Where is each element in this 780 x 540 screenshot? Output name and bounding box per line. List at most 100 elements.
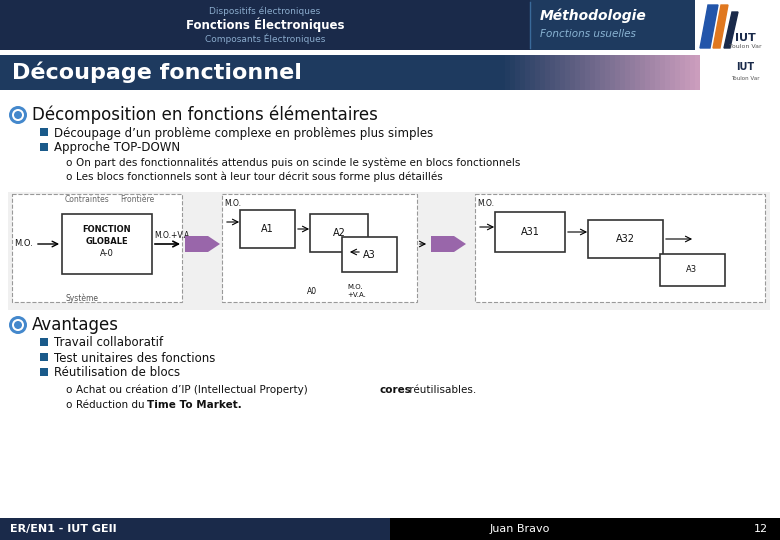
Text: Approche TOP-DOWN: Approche TOP-DOWN [54,141,180,154]
Text: Dispositifs électroniques: Dispositifs électroniques [209,6,321,16]
Text: ER/EN1 - IUT GEII: ER/EN1 - IUT GEII [10,524,117,534]
Text: Réutilisation de blocs: Réutilisation de blocs [54,367,180,380]
Text: IUT: IUT [736,62,754,72]
Text: M.O.: M.O. [477,199,494,208]
Bar [645,55,650,90]
Text: réutilisables.: réutilisables. [406,385,477,395]
Circle shape [9,316,27,334]
Bar [500,55,505,90]
Bar [575,55,580,90]
Bar [588,220,663,258]
Polygon shape [713,5,728,48]
Text: Les blocs fonctionnels sont à leur tour décrit sous forme plus détaillés: Les blocs fonctionnels sont à leur tour … [76,172,443,183]
Text: Composants Électroniques: Composants Électroniques [205,33,325,44]
Text: Test unitaires des fonctions: Test unitaires des fonctions [54,352,215,365]
Bar [222,194,417,302]
Text: M.O.: M.O. [347,284,363,290]
Text: 12: 12 [754,524,768,534]
Text: FONCTION: FONCTION [83,226,131,234]
Bar [0,0,530,50]
Bar [530,55,535,90]
Bar [660,55,665,90]
Bar [550,55,555,90]
Circle shape [14,111,22,119]
Text: Découpage d’un problème complexe en problèmes plus simples: Découpage d’un problème complexe en prob… [54,126,433,139]
Bar [40,353,48,361]
Text: +V.A.: +V.A. [347,292,366,298]
Bar [40,368,48,376]
Bar [515,55,520,90]
Bar [700,55,780,90]
Bar [650,55,655,90]
Text: Toulon Var: Toulon Var [731,76,759,80]
Text: M.O.: M.O. [14,240,33,248]
Text: Réduction du: Réduction du [76,400,148,410]
Text: A3: A3 [686,266,697,274]
Bar [695,0,780,50]
Bar [620,55,625,90]
Bar [510,55,515,90]
FancyArrow shape [431,236,466,252]
Bar [505,55,510,90]
Bar [0,518,390,540]
FancyArrow shape [185,236,220,252]
Circle shape [14,321,22,329]
Text: Méthodologie: Méthodologie [540,9,647,23]
Bar [565,55,570,90]
Text: M.O.+V.A.: M.O.+V.A. [154,232,192,240]
Text: cores: cores [380,385,412,395]
Text: Contraintes: Contraintes [65,195,110,205]
Polygon shape [700,5,718,48]
Bar [0,90,780,515]
Bar [690,55,695,90]
Text: Toulon Var: Toulon Var [729,44,761,49]
Text: o: o [65,400,72,410]
Bar [570,55,575,90]
Text: Frontière: Frontière [120,195,154,205]
Text: On part des fonctionnalités attendus puis on scinde le système en blocs fonction: On part des fonctionnalités attendus pui… [76,158,520,168]
Bar [655,55,660,90]
Bar [665,55,670,90]
Bar [495,212,565,252]
Text: o: o [65,385,72,395]
Bar [680,55,685,90]
Bar [560,55,565,90]
Bar [555,55,560,90]
Text: A31: A31 [520,227,540,237]
Bar [475,194,765,302]
Bar [525,55,530,90]
Bar [8,192,770,310]
Text: Travail collaboratif: Travail collaboratif [54,336,163,349]
Bar [695,55,700,90]
Bar [240,210,295,248]
Bar [605,55,610,90]
Bar [62,214,152,274]
Circle shape [12,319,24,331]
Bar [640,55,645,90]
Bar [590,55,595,90]
Bar [40,338,48,346]
Text: Découpage fonctionnel: Découpage fonctionnel [12,61,302,83]
Bar [342,237,397,272]
Polygon shape [724,12,738,48]
Text: IUT: IUT [735,33,755,43]
Bar [40,143,48,151]
Bar [635,55,640,90]
Bar [660,254,725,286]
Bar [585,55,590,90]
Bar [40,128,48,136]
Bar [390,518,780,540]
Bar [625,55,630,90]
Text: A0: A0 [307,287,317,296]
Text: Fonctions Électroniques: Fonctions Électroniques [186,18,344,32]
Text: Time To Market.: Time To Market. [147,400,242,410]
Text: A-0: A-0 [100,249,114,259]
Text: Fonctions usuelles: Fonctions usuelles [540,29,636,39]
Text: A32: A32 [615,234,634,244]
Bar [545,55,550,90]
Text: Achat ou création d’IP (Intellectual Property): Achat ou création d’IP (Intellectual Pro… [76,384,311,395]
Bar [685,55,690,90]
Bar [12,194,182,302]
Text: Juan Bravo: Juan Bravo [490,524,551,534]
Bar [530,0,695,50]
